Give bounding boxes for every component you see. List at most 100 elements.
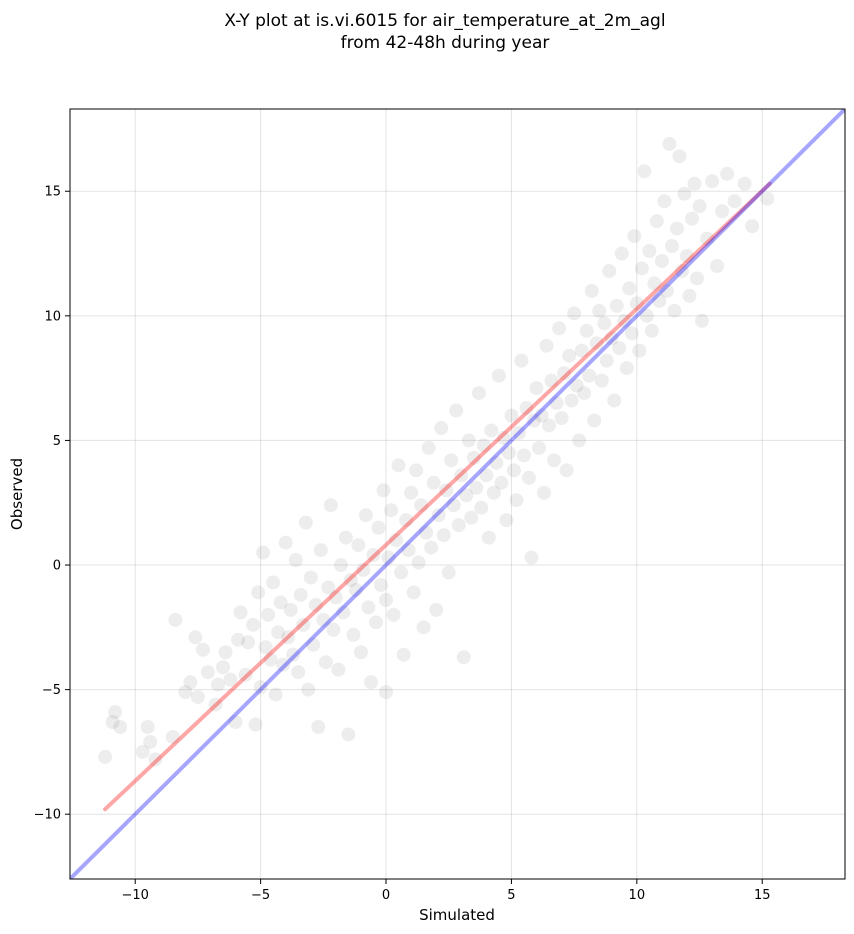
scatter-point-215 bbox=[760, 191, 775, 206]
scatter-point-141 bbox=[532, 440, 547, 455]
x-axis-label: Simulated bbox=[419, 906, 495, 924]
scatter-point-133 bbox=[511, 425, 526, 440]
scatter-point-115 bbox=[466, 450, 481, 465]
y-tick-label-4: 10 bbox=[44, 309, 61, 324]
scatter-point-177 bbox=[622, 281, 637, 296]
scatter-point-180 bbox=[629, 296, 644, 311]
scatter-point-168 bbox=[599, 353, 614, 368]
scatter-point-106 bbox=[444, 453, 459, 468]
scatter-point-26 bbox=[246, 617, 261, 632]
scatter-point-13 bbox=[190, 690, 205, 705]
plot-frame bbox=[69, 108, 846, 880]
x-tick-label-1: −5 bbox=[251, 888, 270, 903]
scatter-point-169 bbox=[602, 263, 617, 278]
scatter-point-213 bbox=[737, 176, 752, 191]
scatter-point-79 bbox=[379, 685, 394, 700]
scatter-point-149 bbox=[552, 321, 567, 336]
scatter-point-154 bbox=[564, 393, 579, 408]
scatter-point-147 bbox=[547, 453, 562, 468]
scatter-point-182 bbox=[634, 261, 649, 276]
scatter-point-171 bbox=[607, 393, 622, 408]
scatter-point-132 bbox=[509, 493, 524, 508]
scatter-point-68 bbox=[351, 538, 366, 553]
scatter-point-94 bbox=[414, 498, 429, 513]
scatter-point-129 bbox=[501, 445, 516, 460]
scatter-point-44 bbox=[291, 665, 306, 680]
scatter-point-54 bbox=[316, 612, 331, 627]
scatter-point-110 bbox=[454, 468, 469, 483]
scatter-point-157 bbox=[572, 433, 587, 448]
scatter-point-37 bbox=[273, 595, 288, 610]
x-tick-label-5: 15 bbox=[754, 888, 771, 903]
scatter-point-178 bbox=[624, 326, 639, 341]
scatter-point-22 bbox=[231, 632, 246, 647]
scatter-point-67 bbox=[348, 582, 363, 597]
scatter-point-120 bbox=[479, 468, 494, 483]
scatter-point-11 bbox=[188, 630, 203, 645]
scatter-point-158 bbox=[574, 343, 589, 358]
scatter-point-196 bbox=[669, 221, 684, 236]
scatter-point-61 bbox=[333, 558, 348, 573]
scatter-point-159 bbox=[577, 386, 592, 401]
scatter-point-8 bbox=[165, 729, 180, 744]
scatter-point-134 bbox=[514, 353, 529, 368]
scatter-point-189 bbox=[652, 293, 667, 308]
scatter-point-27 bbox=[248, 717, 263, 732]
scatter-point-200 bbox=[679, 249, 694, 264]
scatter-point-52 bbox=[311, 719, 326, 734]
scatter-point-48 bbox=[301, 682, 316, 697]
scatter-point-160 bbox=[579, 323, 594, 338]
scatter-point-104 bbox=[439, 483, 454, 498]
scatter-point-46 bbox=[296, 617, 311, 632]
scatter-point-116 bbox=[469, 480, 484, 495]
y-tick-label-2: 0 bbox=[53, 559, 61, 574]
scatter-point-57 bbox=[323, 498, 338, 513]
scatter-point-140 bbox=[529, 381, 544, 396]
one-to-one-line bbox=[70, 109, 845, 879]
scatter-point-135 bbox=[516, 448, 531, 463]
scatter-point-100 bbox=[429, 602, 444, 617]
scatter-point-59 bbox=[328, 590, 343, 605]
scatter-point-214 bbox=[745, 219, 760, 234]
x-axis-ticks: −10 −5 0 5 10 15 bbox=[121, 879, 771, 903]
scatter-point-153 bbox=[562, 348, 577, 363]
scatter-point-64 bbox=[341, 727, 356, 742]
scatter-point-211 bbox=[720, 166, 735, 181]
scatter-point-105 bbox=[441, 565, 456, 580]
scatter-point-73 bbox=[363, 675, 378, 690]
scatter-point-78 bbox=[376, 483, 391, 498]
scatter-point-53 bbox=[313, 543, 328, 558]
scatter-point-191 bbox=[657, 194, 672, 209]
scatter-point-50 bbox=[306, 637, 321, 652]
scatter-point-40 bbox=[281, 630, 296, 645]
scatter-point-20 bbox=[223, 672, 238, 687]
scatter-point-194 bbox=[664, 239, 679, 254]
scatter-point-156 bbox=[569, 378, 584, 393]
scatter-point-111 bbox=[456, 650, 471, 665]
scatter-point-41 bbox=[283, 602, 298, 617]
scatter-point-47 bbox=[298, 515, 313, 530]
scatter-point-15 bbox=[200, 665, 215, 680]
scatter-point-69 bbox=[353, 645, 368, 660]
scatter-point-148 bbox=[549, 396, 564, 411]
scatter-point-139 bbox=[527, 413, 541, 428]
scatter-point-193 bbox=[662, 136, 677, 151]
scatter-point-166 bbox=[594, 373, 609, 388]
scatter-point-131 bbox=[506, 463, 521, 478]
scatter-point-163 bbox=[587, 413, 602, 428]
scatter-point-137 bbox=[521, 470, 536, 485]
scatter-point-130 bbox=[504, 408, 519, 423]
scatter-point-136 bbox=[519, 401, 534, 416]
scatter-point-161 bbox=[582, 368, 597, 383]
scatter-point-34 bbox=[266, 575, 281, 590]
scatter-point-188 bbox=[649, 214, 664, 229]
y-tick-label-3: 5 bbox=[53, 434, 61, 449]
scatter-point-9 bbox=[168, 612, 183, 627]
scatter-point-150 bbox=[554, 411, 569, 425]
scatter-point-128 bbox=[499, 513, 514, 528]
scatter-point-142 bbox=[534, 408, 549, 423]
chart-title-line-1: X-Y plot at is.vi.6015 for air_temperatu… bbox=[224, 11, 665, 31]
scatter-point-24 bbox=[238, 667, 253, 682]
scatter-point-143 bbox=[537, 485, 552, 500]
